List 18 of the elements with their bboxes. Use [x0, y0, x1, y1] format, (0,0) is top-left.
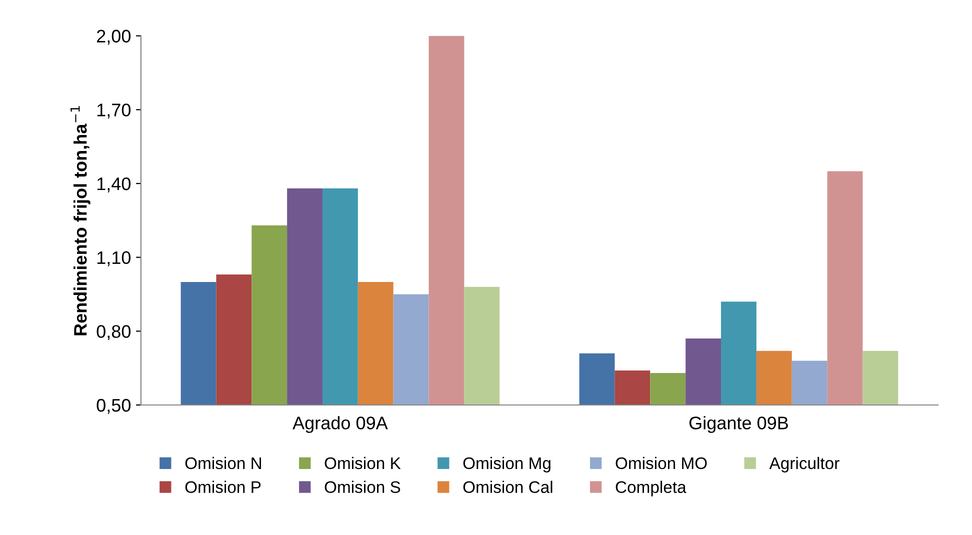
x-tick-label: Agrado 09A — [292, 416, 388, 433]
y-tick-label: 2,00 — [96, 30, 131, 45]
y-tick-label: 1,40 — [97, 177, 131, 192]
legend-label: Omision Mg — [463, 456, 550, 472]
legend-label: Omision S — [324, 480, 400, 494]
y-tick-label: 1,10 — [97, 251, 131, 266]
y-tick-label: 0,80 — [96, 325, 131, 340]
legend-label: Omision N — [185, 456, 262, 470]
legend-label: Omision P — [185, 480, 261, 494]
legend-label: Completa — [616, 480, 686, 496]
y-tick-label: 0,50 — [96, 398, 131, 414]
legend-label: Omision MO — [616, 456, 707, 470]
y-axis-title: Rendimiento frijol ton,ha$^{−1}$ — [70, 106, 90, 336]
y-tick-label: 1,70 — [97, 104, 131, 119]
x-tick-label: Gigante 09B — [689, 416, 788, 433]
legend-label: Omision K — [324, 456, 401, 470]
legend-label: Agricultor — [769, 456, 840, 472]
legend-label: Omision Cal — [463, 480, 552, 494]
